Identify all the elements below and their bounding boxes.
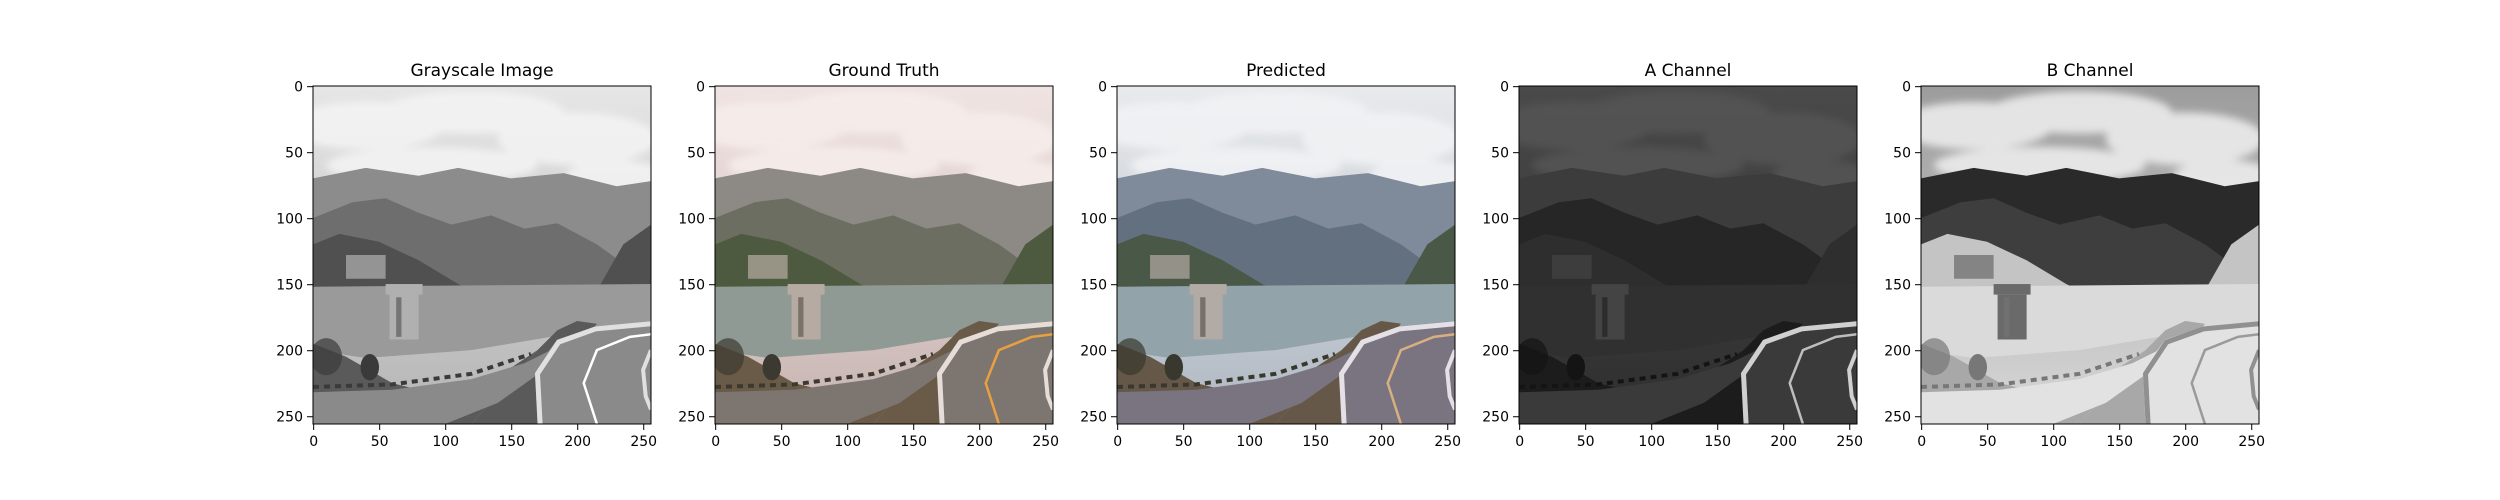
y-tick-label: 200 [276, 344, 303, 360]
panel-title: A Channel [1645, 61, 1732, 81]
x-tick-label: 0 [1917, 434, 1926, 450]
y-tick-label: 250 [1080, 410, 1107, 426]
x-tick-label: 250 [1032, 434, 1059, 450]
y-tick-label: 100 [1080, 212, 1107, 228]
x-tick-label: 200 [1770, 434, 1797, 450]
y-tick-label: 50 [687, 146, 705, 162]
y-tick-label: 50 [1893, 146, 1911, 162]
y-tick-label: 0 [1500, 80, 1509, 96]
y-tick-label: 150 [678, 278, 705, 294]
x-tick-label: 50 [773, 434, 791, 450]
y-tick-label: 250 [678, 410, 705, 426]
x-tick-label: 100 [2040, 434, 2067, 450]
y-tick-label: 200 [1080, 344, 1107, 360]
x-tick-label: 150 [498, 434, 525, 450]
y-tick-label: 0 [294, 80, 303, 96]
y-tick-label: 100 [678, 212, 705, 228]
panel-truth: Ground Truth 0 0 50 50 100 100 150 150 200 200 250 2… [678, 61, 1059, 450]
x-tick-label: 50 [1175, 434, 1193, 450]
panel-gray: Grayscale Image 0 0 50 50 100 100 150 150 200 200 2… [276, 61, 657, 450]
y-tick-label: 100 [1482, 212, 1509, 228]
y-tick-label: 200 [1482, 344, 1509, 360]
x-tick-label: 200 [966, 434, 993, 450]
x-tick-label: 200 [1368, 434, 1395, 450]
panel-frame [1518, 85, 1858, 425]
y-tick-label: 150 [1482, 278, 1509, 294]
x-tick-label: 50 [1979, 434, 1997, 450]
y-tick-label: 100 [276, 212, 303, 228]
panel-title: Ground Truth [828, 61, 939, 81]
x-tick-label: 250 [630, 434, 657, 450]
x-tick-label: 100 [834, 434, 861, 450]
y-tick-label: 150 [1080, 278, 1107, 294]
panel-frame [312, 85, 652, 425]
y-tick-label: 200 [678, 344, 705, 360]
y-tick-label: 150 [1884, 278, 1911, 294]
y-tick-label: 50 [1491, 146, 1509, 162]
x-tick-label: 250 [1434, 434, 1461, 450]
x-tick-label: 150 [900, 434, 927, 450]
panel-frame [1116, 85, 1456, 425]
x-tick-label: 200 [564, 434, 591, 450]
panel-image [1519, 86, 1857, 424]
y-tick-label: 150 [276, 278, 303, 294]
y-tick-label: 250 [1884, 410, 1911, 426]
y-tick-label: 50 [1089, 146, 1107, 162]
panel-title: Grayscale Image [410, 61, 553, 81]
y-tick-label: 100 [1884, 212, 1911, 228]
x-tick-label: 0 [711, 434, 720, 450]
y-tick-label: 200 [1884, 344, 1911, 360]
x-tick-label: 0 [309, 434, 318, 450]
x-tick-label: 50 [1577, 434, 1595, 450]
panel-image [313, 86, 651, 424]
y-tick-label: 50 [285, 146, 303, 162]
panel-frame [1920, 85, 2260, 425]
panel-image [1117, 86, 1455, 424]
x-tick-label: 100 [1638, 434, 1665, 450]
x-tick-label: 0 [1515, 434, 1524, 450]
x-tick-label: 200 [2172, 434, 2199, 450]
panel-image [1921, 86, 2259, 424]
x-tick-label: 0 [1113, 434, 1122, 450]
panel-frame [714, 85, 1054, 425]
x-tick-label: 250 [2238, 434, 2265, 450]
x-tick-label: 50 [371, 434, 389, 450]
y-tick-label: 0 [696, 80, 705, 96]
x-tick-label: 250 [1836, 434, 1863, 450]
x-tick-label: 150 [2106, 434, 2133, 450]
x-tick-label: 150 [1704, 434, 1731, 450]
panel-image [715, 86, 1053, 424]
panel-bchan: B Channel 0 0 50 50 100 100 150 150 200 200 250 250 [1884, 61, 2265, 450]
panel-achan: A Channel 0 0 50 50 100 100 150 150 200 200 250 250 [1482, 61, 1863, 450]
panel-title: Predicted [1246, 61, 1326, 81]
y-tick-label: 0 [1902, 80, 1911, 96]
y-tick-label: 250 [276, 410, 303, 426]
y-tick-label: 0 [1098, 80, 1107, 96]
panel-title: B Channel [2047, 61, 2134, 81]
x-tick-label: 100 [1236, 434, 1263, 450]
x-tick-label: 100 [432, 434, 459, 450]
x-tick-label: 150 [1302, 434, 1329, 450]
y-tick-label: 250 [1482, 410, 1509, 426]
panel-pred: Predicted 0 0 50 50 100 100 150 150 200 200 250 250 [1080, 61, 1461, 450]
